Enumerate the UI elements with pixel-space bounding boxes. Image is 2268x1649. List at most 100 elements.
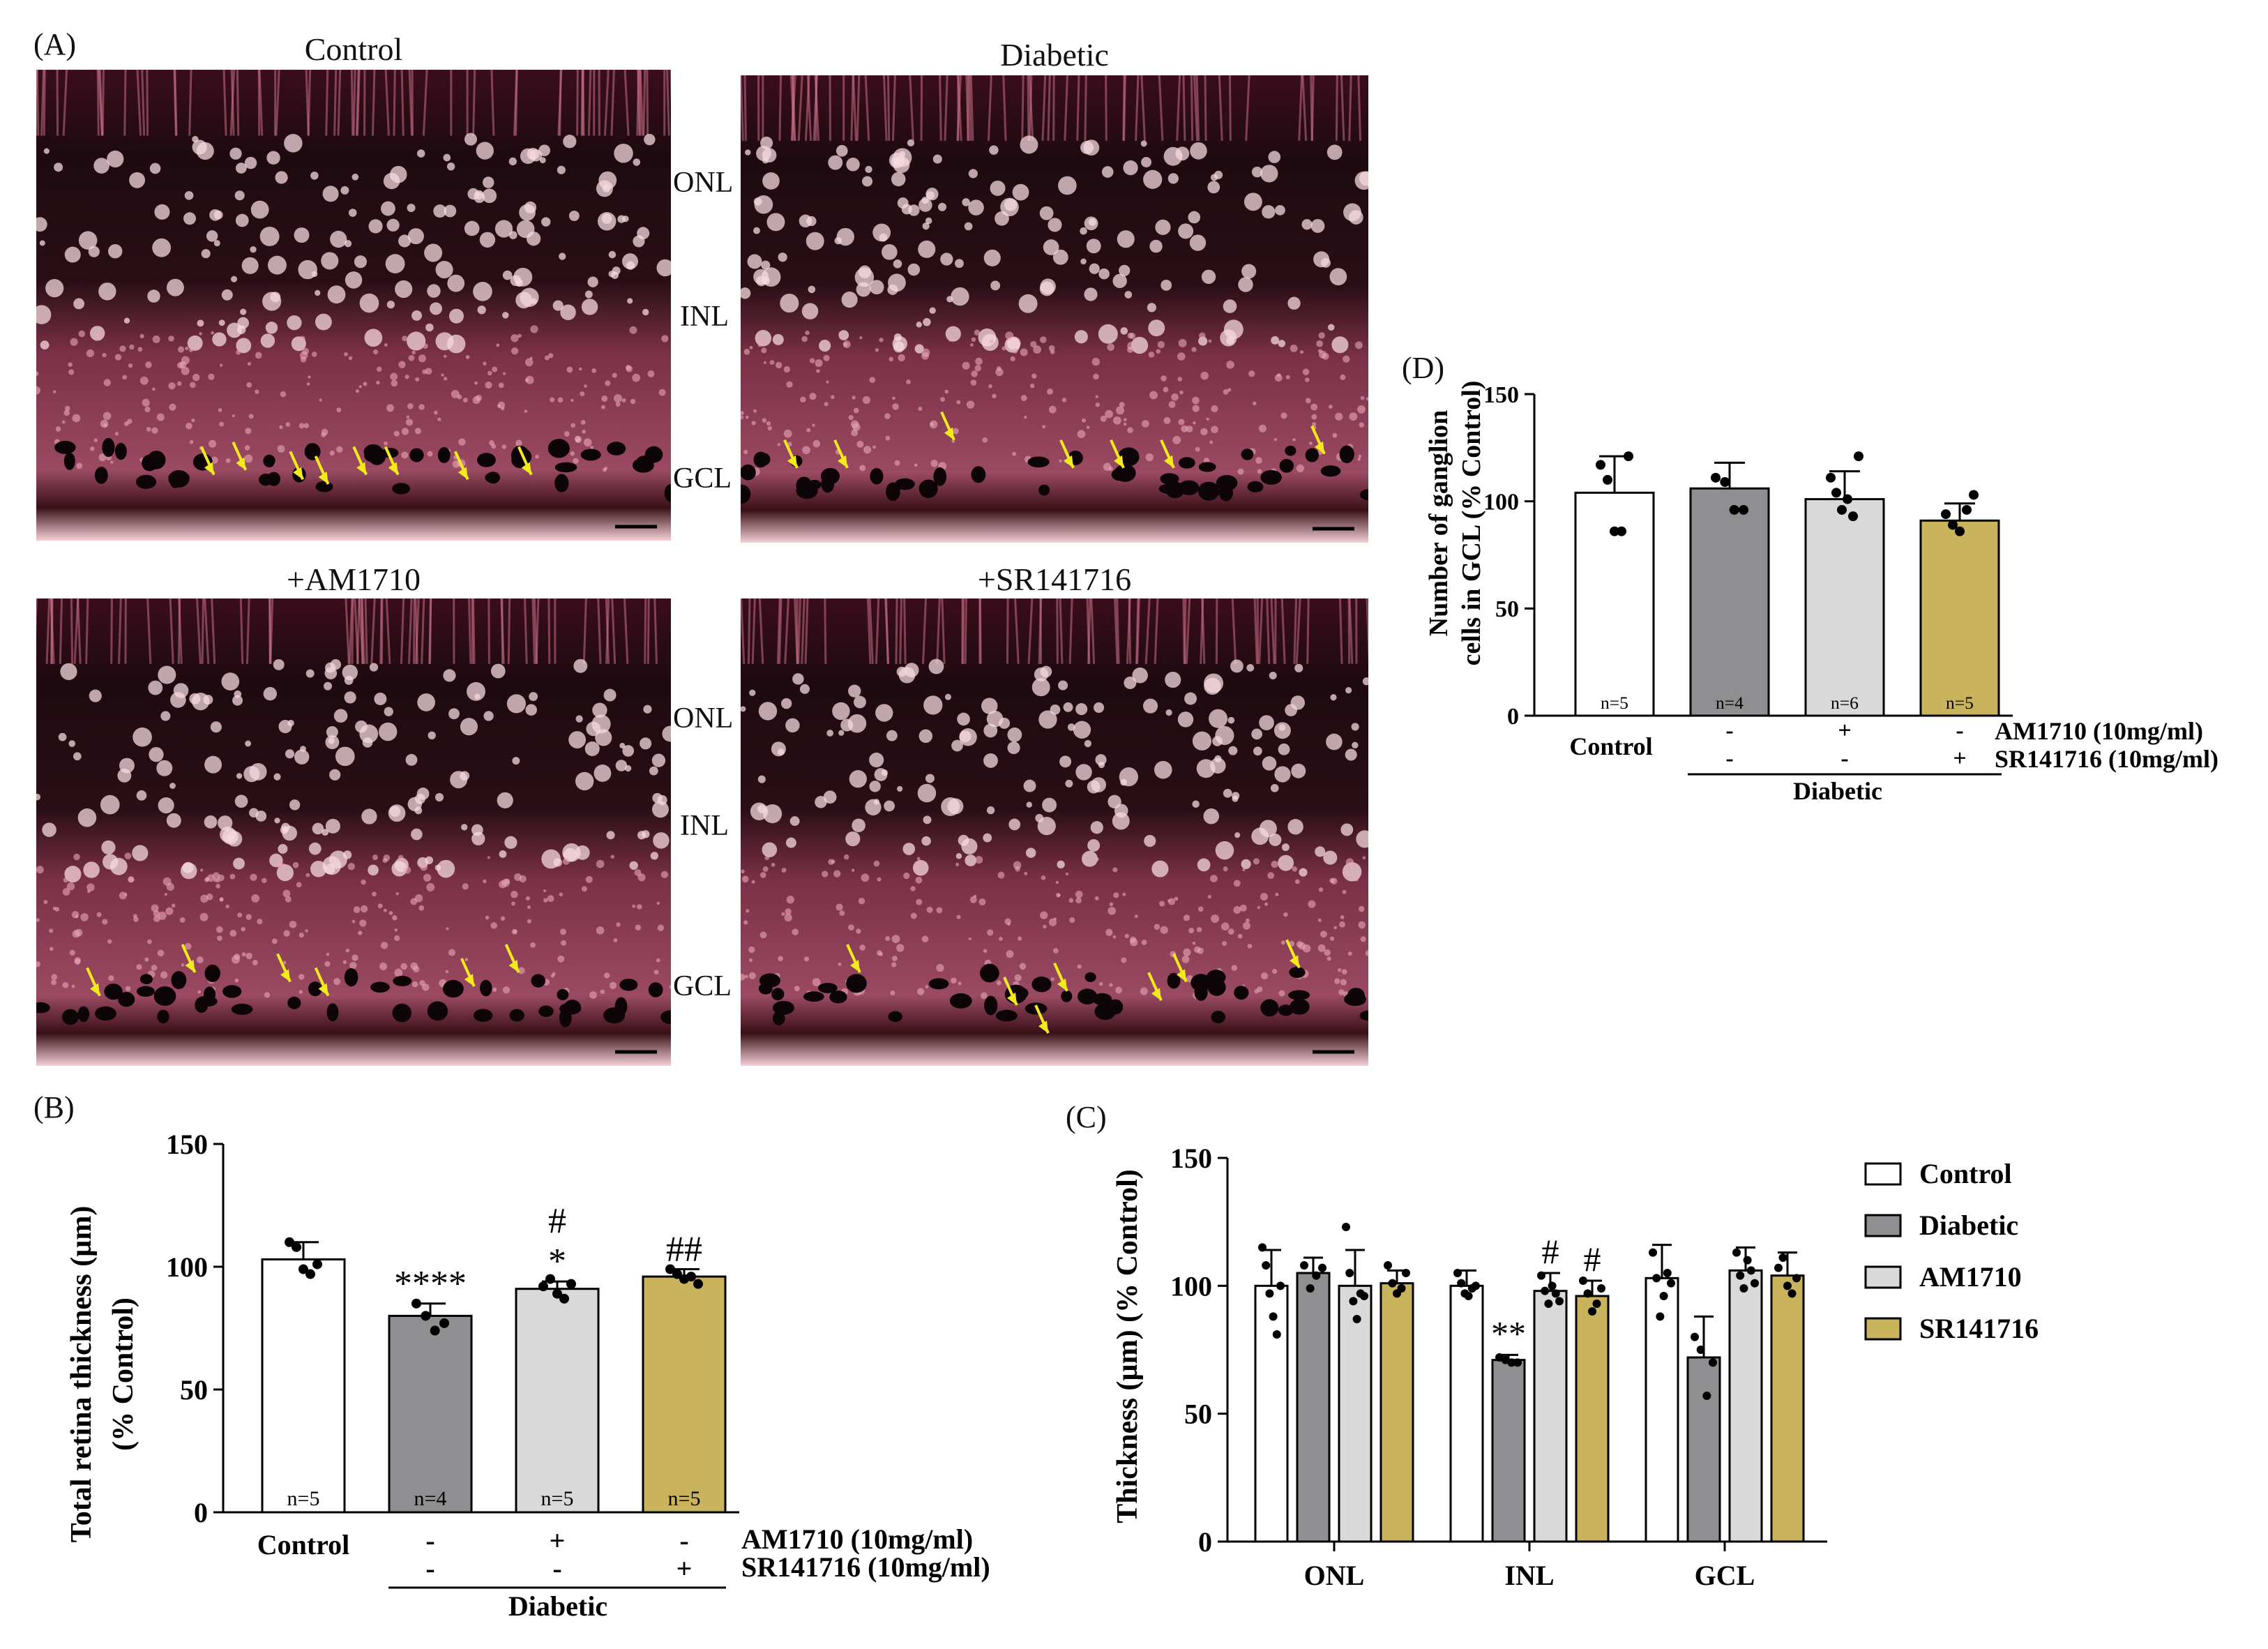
plexiform-speckle — [68, 871, 75, 878]
nuclear-layer-spot — [448, 308, 464, 324]
ganglion-nucleus — [1288, 990, 1310, 1000]
sr-label-b: SR141716 (10mg/ml) — [741, 1551, 990, 1583]
plexiform-speckle — [838, 331, 843, 336]
nuclear-layer-spot — [633, 235, 645, 248]
plexiform-speckle — [527, 905, 531, 910]
nuclear-layer-spot — [1230, 659, 1243, 673]
significance-mark-B: **** — [394, 1264, 467, 1304]
plexiform-speckle — [975, 856, 983, 864]
plexiform-speckle — [573, 458, 579, 464]
y-tick-label-B: 50 — [180, 1374, 208, 1406]
plexiform-speckle — [487, 370, 492, 376]
plexiform-speckle — [1012, 348, 1018, 354]
nuclear-layer-spot — [633, 158, 641, 166]
nuclear-layer-spot — [477, 306, 486, 315]
ganglion-arrow-head — [204, 462, 214, 475]
nuclear-layer-spot — [273, 773, 281, 781]
ganglion-nucleus — [77, 1006, 90, 1023]
plexiform-speckle — [483, 361, 487, 366]
plexiform-speckle — [145, 361, 152, 368]
data-point-C — [1272, 1330, 1281, 1339]
ganglion-nucleus — [308, 981, 322, 997]
plexiform-speckle — [741, 411, 744, 415]
plexiform-speckle — [601, 395, 608, 402]
ganglion-nucleus — [1260, 999, 1279, 1017]
plexiform-speckle — [458, 438, 466, 446]
nuclear-layer-spot — [1356, 830, 1368, 848]
nuclear-layer-spot — [93, 158, 109, 174]
n-label-D: n=4 — [1716, 693, 1744, 713]
plexiform-speckle — [975, 357, 983, 366]
nuclear-layer-spot — [209, 209, 221, 221]
plexiform-speckle — [1317, 349, 1323, 354]
photoreceptor-streak — [141, 70, 146, 136]
plexiform-speckle — [147, 939, 152, 944]
ganglion-nucleus — [1027, 456, 1050, 468]
nuclear-layer-spot — [615, 760, 628, 771]
ganglion-nucleus — [818, 983, 838, 993]
plexiform-speckle — [805, 330, 810, 336]
plexiform-speckle — [656, 901, 660, 905]
nuclear-layer-spot — [1075, 764, 1092, 781]
photoreceptor-streak — [222, 70, 227, 136]
plexiform-speckle — [1294, 879, 1300, 884]
x-label-control-b: Control — [257, 1529, 350, 1560]
plexiform-speckle — [1065, 872, 1068, 876]
nuclear-layer-spot — [359, 293, 379, 313]
nuclear-layer-spot — [289, 799, 301, 811]
plexiform-speckle — [1122, 892, 1126, 896]
plexiform-speckle — [398, 361, 406, 368]
bar-C — [1728, 1269, 1763, 1543]
nuclear-layer-spot — [443, 153, 451, 162]
photoreceptor-streak — [965, 75, 969, 141]
nuclear-layer-spot — [1119, 767, 1138, 787]
photoreceptor-streak — [587, 70, 592, 136]
data-point-C — [1652, 1274, 1661, 1283]
plexiform-speckle — [1193, 421, 1196, 425]
plexiform-speckle — [989, 339, 994, 344]
data-point-C — [1663, 1269, 1672, 1277]
bar-B — [388, 1314, 473, 1514]
nuclear-layer-spot — [1190, 142, 1207, 160]
nuclear-layer-spot — [156, 760, 173, 776]
plexiform-speckle — [792, 928, 799, 935]
plexiform-speckle — [298, 423, 305, 429]
ganglion-nucleus — [1305, 448, 1320, 462]
data-point-C — [1472, 1281, 1480, 1290]
legend-swatch-C — [1864, 1265, 1902, 1289]
data-point-C — [1583, 1289, 1592, 1298]
plexiform-speckle — [547, 895, 554, 902]
nuclear-layer-spot — [218, 319, 225, 326]
nuclear-layer-spot — [1075, 703, 1088, 716]
data-point-C — [1774, 1263, 1783, 1272]
data-point-D — [1610, 526, 1619, 536]
plexiform-speckle — [422, 984, 430, 991]
plexiform-speckle — [1233, 906, 1241, 914]
bar-C — [1686, 1356, 1721, 1543]
ganglion-nucleus — [1158, 483, 1177, 494]
plexiform-speckle — [292, 861, 299, 868]
photoreceptor-streak — [507, 598, 511, 664]
plexiform-speckle — [869, 377, 876, 383]
nuclear-layer-spot — [766, 213, 785, 232]
ganglion-nucleus — [557, 988, 569, 1000]
plexiform-speckle — [179, 917, 186, 923]
plexiform-speckle — [1048, 918, 1057, 926]
photoreceptor-streak — [856, 75, 861, 141]
plexiform-speckle — [812, 423, 815, 427]
plexiform-speckle — [853, 407, 859, 414]
nuclear-layer-spot — [808, 285, 816, 294]
nuclear-layer-spot — [129, 172, 146, 188]
photoreceptor-streak — [490, 70, 495, 136]
photoreceptor-streak — [886, 75, 891, 141]
plexiform-speckle — [51, 974, 58, 980]
nuclear-layer-spot — [651, 801, 669, 818]
plexiform-speckle — [858, 898, 865, 905]
plexiform-speckle — [775, 361, 783, 369]
nuclear-layer-spot — [237, 317, 250, 329]
nuclear-layer-spot — [747, 254, 762, 269]
nuclear-layer-spot — [1278, 340, 1286, 347]
bar-B — [515, 1288, 600, 1514]
nuclear-layer-spot — [504, 836, 517, 849]
nuclear-layer-spot — [327, 285, 346, 304]
